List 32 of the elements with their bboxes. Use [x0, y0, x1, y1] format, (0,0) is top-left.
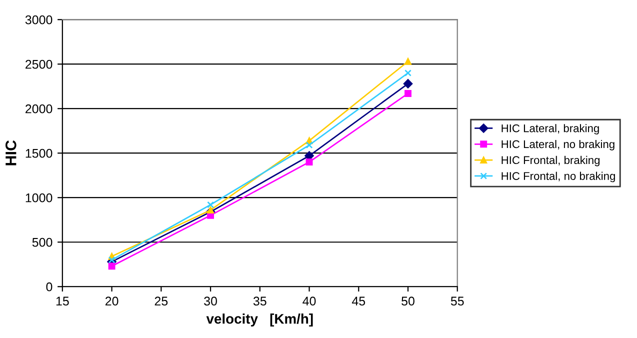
x-tick-label: 15	[56, 296, 69, 306]
x-tick-label: 30	[204, 296, 217, 306]
x-tick-label: 35	[253, 296, 266, 306]
legend-label: HIC Lateral, braking	[502, 124, 599, 134]
legend-label: HIC Frontal, braking	[502, 156, 600, 166]
x-tick-label: 20	[105, 296, 118, 306]
point	[108, 262, 116, 270]
y-axis-title: HIC	[6, 140, 16, 166]
y-tick-label: 2500	[26, 60, 52, 69]
x-tick-label: 25	[154, 296, 168, 306]
point	[404, 90, 412, 97]
point	[404, 58, 412, 65]
x-tick-label: 45	[352, 296, 366, 306]
point	[207, 201, 214, 208]
point	[306, 142, 313, 149]
point	[404, 70, 412, 76]
x-tick-label: 40	[302, 296, 316, 306]
y-tick-label: 3000	[25, 15, 52, 24]
y-tick-label: 500	[32, 238, 52, 247]
point	[403, 79, 413, 88]
legend-label: HIC Frontal, no braking	[502, 172, 615, 182]
x-axis-title: velocity [Km/h]	[206, 314, 313, 326]
point	[306, 158, 313, 166]
y-tick-label: 1000	[26, 193, 52, 202]
y-tick-label: 0	[46, 282, 52, 292]
x-tick-label: 50	[402, 296, 414, 306]
x-tick-label: 55	[450, 296, 464, 306]
point	[207, 206, 214, 214]
y-tick-label: 1500	[26, 148, 52, 158]
point	[108, 256, 116, 264]
y-tick-label: 2000	[26, 104, 52, 114]
legend-label: HIC Lateral, no braking	[502, 140, 614, 150]
